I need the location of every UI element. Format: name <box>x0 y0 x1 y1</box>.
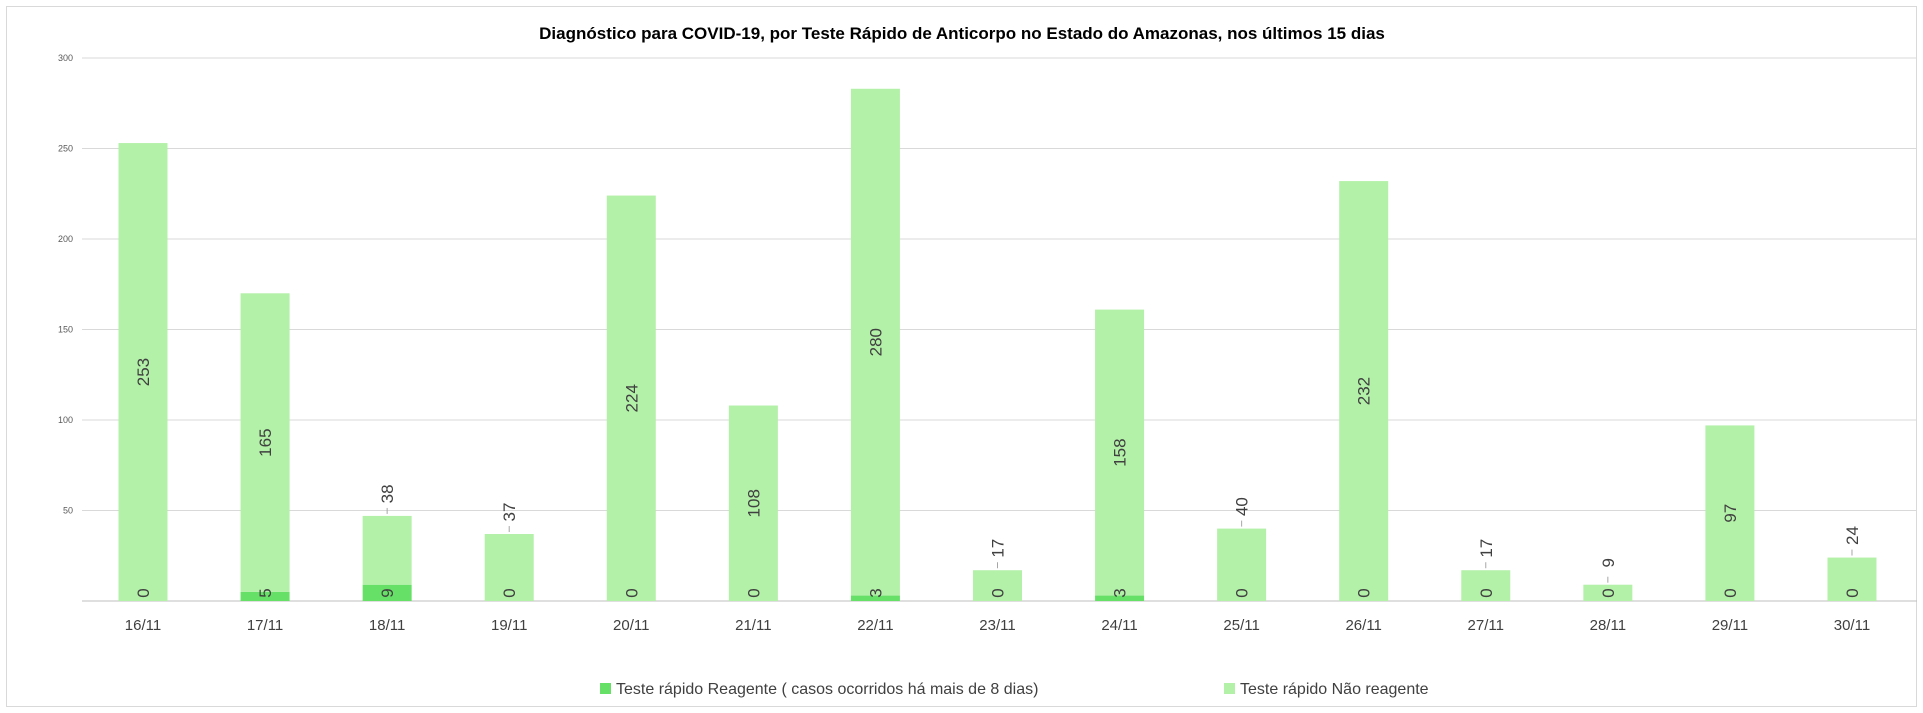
bar-nao-reagente <box>850 88 900 596</box>
bar-nao-reagente <box>362 515 412 585</box>
data-labels: 0 253 5 165 9 38 0 37 0 224 0 108 3 280 0 17 3 158 0 40 0 232… <box>134 328 1862 598</box>
data-label-reagente: 0 <box>1233 588 1252 597</box>
data-label-reagente: 3 <box>866 588 885 597</box>
data-label-reagente: 0 <box>1355 588 1374 597</box>
data-label-reagente: 0 <box>134 588 153 597</box>
data-label-nao-reagente: 97 <box>1721 504 1740 523</box>
bar-reagente <box>1095 595 1145 601</box>
chart-svg: Diagnóstico para COVID-19, por Teste Ráp… <box>58 24 1917 698</box>
bar-reagente <box>362 584 412 601</box>
data-label-nao-reagente: 253 <box>134 358 153 386</box>
bar-reagente <box>850 595 900 601</box>
data-label-reagente: 0 <box>500 588 519 597</box>
bar-nao-reagente <box>728 405 778 601</box>
data-label-nao-reagente: 108 <box>744 489 763 517</box>
legend-label-reagente: Teste rápido Reagente ( casos ocorridos … <box>616 681 1038 698</box>
data-label-reagente: 9 <box>378 588 397 597</box>
data-label-nao-reagente: 37 <box>500 503 519 522</box>
data-label-reagente: 0 <box>1477 588 1496 597</box>
bar-nao-reagente <box>118 143 168 601</box>
y-tick-label: 250 <box>58 144 73 154</box>
x-tick-label: 19/11 <box>491 617 527 634</box>
x-tick-label: 29/11 <box>1712 617 1748 634</box>
data-label-reagente: 0 <box>622 588 641 597</box>
bar-nao-reagente <box>1217 528 1267 601</box>
bar-nao-reagente <box>484 534 534 601</box>
y-tick-label: 50 <box>63 506 73 516</box>
bar-nao-reagente <box>1583 584 1633 601</box>
data-label-reagente: 0 <box>1843 588 1862 597</box>
bar-nao-reagente <box>972 570 1022 601</box>
x-tick-label: 24/11 <box>1101 617 1137 634</box>
bar-nao-reagente <box>1095 309 1145 596</box>
chart-frame: Diagnóstico para COVID-19, por Teste Ráp… <box>6 6 1917 707</box>
data-label-reagente: 0 <box>988 588 1007 597</box>
data-label-nao-reagente: 280 <box>866 328 885 356</box>
data-label-reagente: 0 <box>744 588 763 597</box>
x-tick-label: 16/11 <box>125 617 161 634</box>
data-label-nao-reagente: 9 <box>1599 558 1618 567</box>
x-tick-label: 25/11 <box>1223 617 1259 634</box>
x-tick-label: 21/11 <box>735 617 771 634</box>
x-tick-label: 17/11 <box>247 617 283 634</box>
data-label-nao-reagente: 17 <box>988 539 1007 558</box>
data-label-reagente: 3 <box>1111 588 1130 597</box>
data-label-nao-reagente: 40 <box>1233 497 1252 516</box>
bars <box>118 88 1877 601</box>
bar-nao-reagente <box>1827 557 1877 601</box>
data-label-reagente: 5 <box>256 588 275 597</box>
data-label-nao-reagente: 232 <box>1355 377 1374 405</box>
legend-label-nao-reagente: Teste rápido Não reagente <box>1240 681 1429 698</box>
y-tick-label: 300 <box>58 53 73 63</box>
data-label-reagente: 0 <box>1599 588 1618 597</box>
bar-nao-reagente <box>606 195 656 601</box>
data-label-reagente: 0 <box>1721 588 1740 597</box>
grid-lines <box>82 57 1917 602</box>
y-tick-label: 100 <box>58 415 73 425</box>
x-tick-label: 28/11 <box>1590 617 1626 634</box>
data-label-nao-reagente: 158 <box>1111 438 1130 466</box>
y-tick-label: 200 <box>58 234 73 244</box>
bar-nao-reagente <box>1461 570 1511 601</box>
chart-title: Diagnóstico para COVID-19, por Teste Ráp… <box>539 24 1385 43</box>
data-label-nao-reagente: 38 <box>378 484 397 503</box>
x-tick-label: 23/11 <box>979 617 1015 634</box>
data-label-nao-reagente: 224 <box>622 384 641 412</box>
bar-nao-reagente <box>1705 425 1755 601</box>
legend-swatch-nao-reagente <box>1224 683 1235 694</box>
x-tick-label: 26/11 <box>1345 617 1381 634</box>
x-tick-label: 22/11 <box>857 617 893 634</box>
legend-swatch-reagente <box>600 683 611 694</box>
x-axis-ticks: 16/11 17/11 18/11 19/11 20/11 21/11 22/11 23/11… <box>125 617 1870 634</box>
x-tick-label: 20/11 <box>613 617 649 634</box>
bar-nao-reagente <box>1339 181 1389 601</box>
bar-reagente <box>240 591 290 601</box>
data-label-nao-reagente: 165 <box>256 428 275 456</box>
x-tick-label: 18/11 <box>369 617 405 634</box>
data-label-nao-reagente: 17 <box>1477 539 1496 558</box>
y-axis-ticks: 50 100 150 200 250 300 <box>58 53 73 516</box>
bar-nao-reagente <box>240 293 290 592</box>
x-tick-label: 30/11 <box>1834 617 1870 634</box>
data-label-nao-reagente: 24 <box>1843 526 1862 545</box>
y-tick-label: 150 <box>58 325 73 335</box>
x-tick-label: 27/11 <box>1468 617 1504 634</box>
legend: Teste rápido Reagente ( casos ocorridos … <box>600 681 1429 698</box>
